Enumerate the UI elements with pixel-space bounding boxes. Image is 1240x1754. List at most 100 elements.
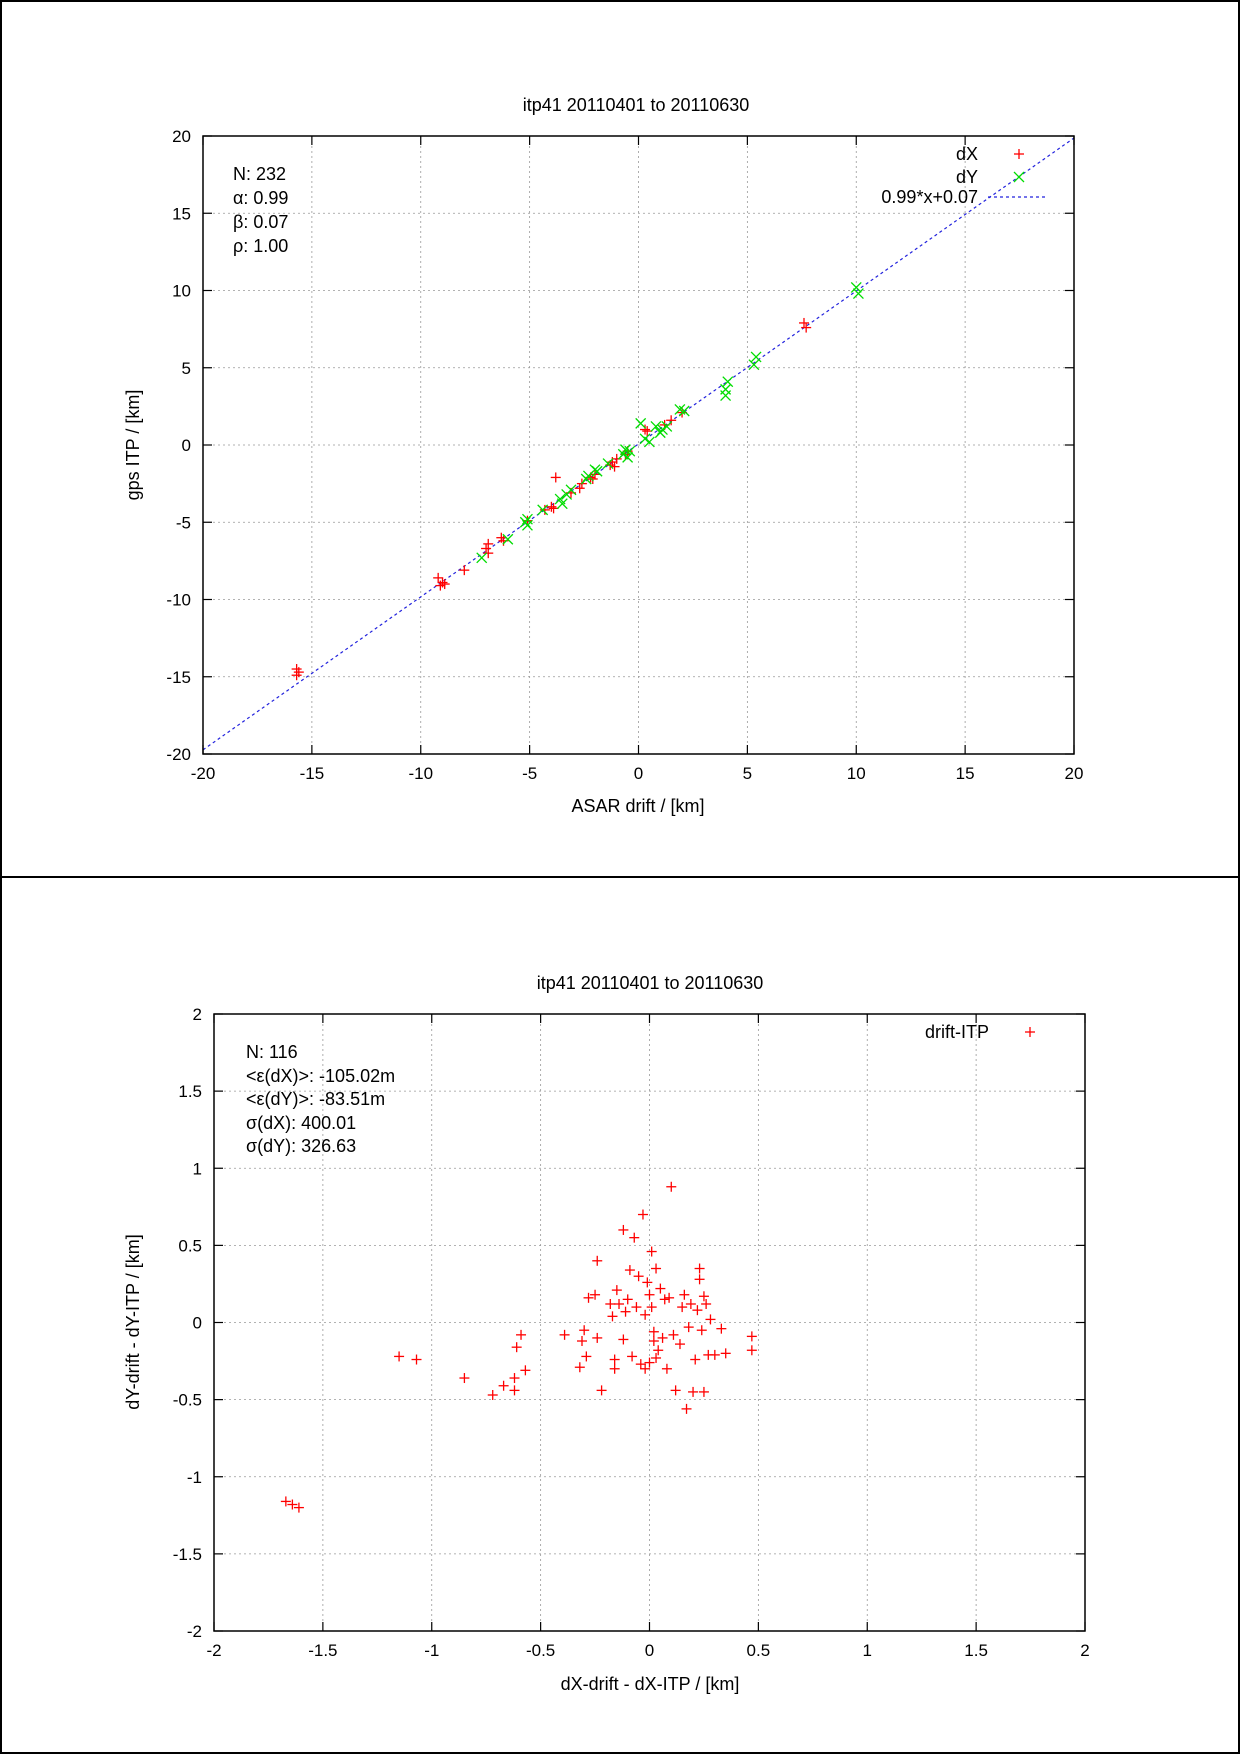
drift-itp-point [692, 1305, 703, 1316]
dx-point [546, 501, 557, 512]
y-tick-label: 1.5 [178, 1082, 202, 1101]
chart-bottom-tick-labels: -2 -1.5 -1 -0.5 0 0.5 1 1.5 2 -2 -1.5 -1 -0.5 0 0.5 1 1.… [173, 1005, 1090, 1660]
y-tick-label: -0.5 [173, 1391, 202, 1410]
dy-point-d2 [624, 445, 636, 457]
dx-point [439, 579, 450, 590]
chart-top-title: itp41 20110401 to 20110630 [523, 95, 750, 115]
drift-itp-point [614, 1298, 625, 1309]
chart-bottom-stat-mean-dx: <ε(dX)>: -105.02m [246, 1066, 395, 1086]
dy-point [556, 498, 568, 510]
x-tick-label: -1 [424, 1641, 439, 1660]
legend-fit-label: 0.99*x+0.07 [881, 187, 978, 207]
chart-top-stat-n: N: 232 [233, 164, 286, 184]
drift-itp-point [720, 1348, 731, 1359]
drift-itp-point [664, 1292, 675, 1303]
dy-point [850, 281, 862, 293]
drift-itp-point [709, 1349, 720, 1360]
dx-point [550, 472, 561, 483]
dy-point-d2 [720, 390, 732, 402]
drift-itp-point [596, 1385, 607, 1396]
dx-point [483, 538, 494, 549]
drift-itp-point [674, 1339, 685, 1350]
drift-itp-point [605, 1298, 616, 1309]
x-tick-label: 20 [1065, 764, 1084, 783]
dy-point-d2 [602, 458, 614, 469]
dx-point [459, 565, 470, 576]
dy-point-d2 [674, 404, 686, 415]
dy-point-d2 [502, 533, 514, 545]
dy-point-d2 [661, 421, 673, 432]
drift-itp-point [690, 1354, 701, 1365]
dy-point [635, 417, 647, 429]
x-tick-label: -15 [300, 764, 325, 783]
y-tick-label: -1.5 [173, 1545, 202, 1564]
dx-point [481, 543, 492, 554]
dy-point [678, 405, 690, 417]
drift-itp-point [574, 1362, 585, 1373]
dy-point-d2 [619, 444, 631, 456]
dy-point [602, 458, 614, 469]
drift-itp-point [644, 1289, 655, 1300]
legend-symbol-d2 [1013, 171, 1025, 183]
dy-point [852, 288, 864, 300]
dy-point-d2 [722, 376, 734, 388]
drift-itp-point [688, 1386, 699, 1397]
drift-itp-point [705, 1314, 716, 1325]
drift-itp-point [635, 1359, 646, 1370]
drift-itp-point [509, 1373, 520, 1384]
drift-itp-point [579, 1325, 590, 1336]
drift-itp-point [648, 1326, 659, 1337]
dx-point [798, 317, 809, 328]
x-tick-label: -10 [408, 764, 433, 783]
chart-bottom: itp41 20110401 to 20110630 -2 -1.5 -1 -0.5 0… [123, 973, 1090, 1694]
dy-point-d2 [556, 498, 568, 510]
drift-itp-point [411, 1354, 422, 1365]
dy-point [521, 519, 533, 531]
drift-itp-point [498, 1380, 509, 1391]
x-tick-label: 15 [956, 764, 975, 783]
dy-point-d2 [476, 552, 488, 564]
drift-itp-point [716, 1323, 727, 1334]
drift-itp-point [640, 1363, 651, 1374]
y-tick-label: 1 [193, 1159, 202, 1178]
drift-itp-point [559, 1329, 570, 1340]
y-tick-label: -5 [176, 513, 191, 532]
drift-itp-point [487, 1389, 498, 1400]
drift-itp-point [681, 1403, 692, 1414]
dy-point-d2 [639, 433, 651, 445]
y-tick-label: 0.5 [178, 1236, 202, 1255]
x-tick-label: 10 [847, 764, 866, 783]
drift-itp-point [592, 1332, 603, 1343]
drift-itp-point [683, 1322, 694, 1333]
drift-itp-point [590, 1289, 601, 1300]
chart-top-stat-beta: β: 0.07 [233, 212, 288, 232]
x-tick-label: 5 [743, 764, 752, 783]
drift-itp-point [685, 1298, 696, 1309]
drift-itp-point [694, 1274, 705, 1285]
dx-point [293, 667, 304, 678]
dy-point [622, 451, 634, 463]
drift-itp-point [459, 1373, 470, 1384]
chart-top-ylabel: gps ITP / [km] [123, 390, 143, 501]
drift-itp-point [694, 1263, 705, 1274]
drift-itp-point [629, 1232, 640, 1243]
chart-bottom-ylabel: dY-drift - dY-ITP / [km] [123, 1234, 143, 1409]
chart-bottom-title: itp41 20110401 to 20110630 [537, 973, 764, 993]
drift-itp-point [633, 1271, 644, 1282]
drift-itp-point [627, 1351, 638, 1362]
y-tick-label: 0 [193, 1314, 202, 1333]
dy-point [537, 504, 549, 516]
dy-point [661, 421, 673, 432]
drift-itp-point [609, 1363, 620, 1374]
dy-point [748, 359, 760, 371]
drift-itp-point [698, 1386, 709, 1397]
x-tick-label: -20 [191, 764, 216, 783]
legend-drift-itp-marker [1025, 1027, 1035, 1037]
drift-itp-point [653, 1345, 664, 1356]
dx-point [539, 504, 550, 515]
drift-itp-point [657, 1332, 668, 1343]
chart-top-tick-labels: -20 -15 -10 -5 0 5 10 15 20 -20 -15 -10 -5 0 5 10 15 20 [166, 127, 1083, 783]
drift-itp-point [520, 1365, 531, 1376]
chart-top-points [291, 281, 864, 681]
